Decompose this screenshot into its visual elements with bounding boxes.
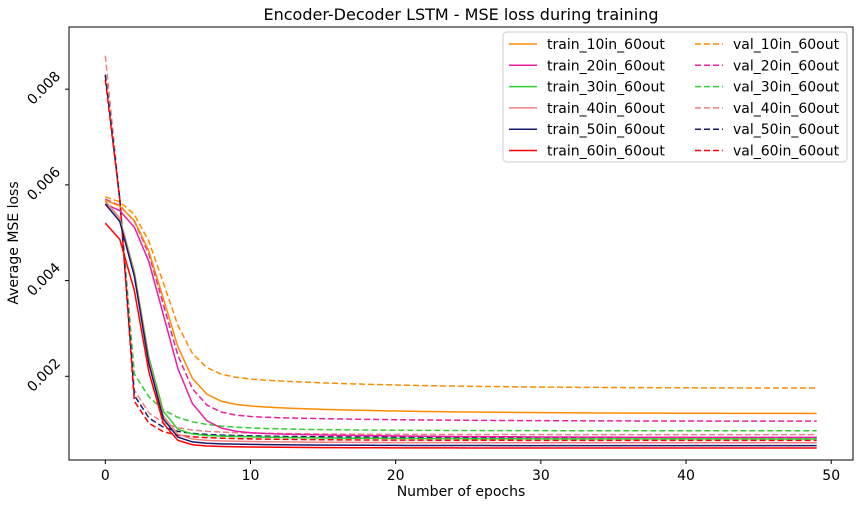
legend-label: val_20in_60out <box>733 58 840 74</box>
series-line-val_30in_60out <box>104 74 817 432</box>
legend-label: train_60in_60out <box>547 144 665 160</box>
chart-title: Encoder-Decoder LSTM - MSE loss during t… <box>263 5 658 24</box>
legend-label: val_40in_60out <box>733 101 840 117</box>
legend-label: train_30in_60out <box>547 80 665 96</box>
y-axis-title: Average MSE loss <box>6 181 22 304</box>
legend-label: train_20in_60out <box>547 58 665 74</box>
series-line-train_30in_60out <box>104 200 817 440</box>
x-tick-label: 30 <box>532 468 550 484</box>
series-line-val_20in_60out <box>104 198 817 422</box>
series-line-val_10in_60out <box>105 196 817 389</box>
series-line-val_60in_60out <box>104 79 817 442</box>
plot-frame <box>68 26 854 461</box>
series-line-train_50in_60out <box>104 203 817 447</box>
legend-label: train_40in_60out <box>547 101 665 117</box>
plot-lines <box>104 55 817 449</box>
x-tick-label: 0 <box>101 468 110 484</box>
x-tick-label: 40 <box>677 468 695 484</box>
x-axis: 0 10 20 30 40 50 <box>101 460 840 484</box>
legend-label: val_50in_60out <box>733 122 840 138</box>
legend-label: train_10in_60out <box>547 37 665 53</box>
series-line-train_10in_60out <box>105 199 817 415</box>
legend-label: val_60in_60out <box>733 144 840 160</box>
legend-label: val_10in_60out <box>733 37 840 53</box>
x-tick-label: 10 <box>242 468 260 484</box>
legend-label: train_50in_60out <box>547 122 665 138</box>
series-line-train_20in_60out <box>104 203 817 439</box>
series-line-val_40in_60out <box>104 55 817 436</box>
series-line-train_60in_60out <box>104 222 817 449</box>
legend-box <box>502 31 848 163</box>
series-line-train_40in_60out <box>104 200 817 444</box>
x-tick-label: 20 <box>387 468 405 484</box>
legend-label: val_30in_60out <box>733 80 840 96</box>
legend: train_10in_60out train_20in_60out train_30… <box>502 31 848 163</box>
x-tick-label: 50 <box>822 468 840 484</box>
x-axis-title: Number of epochs <box>397 484 526 500</box>
